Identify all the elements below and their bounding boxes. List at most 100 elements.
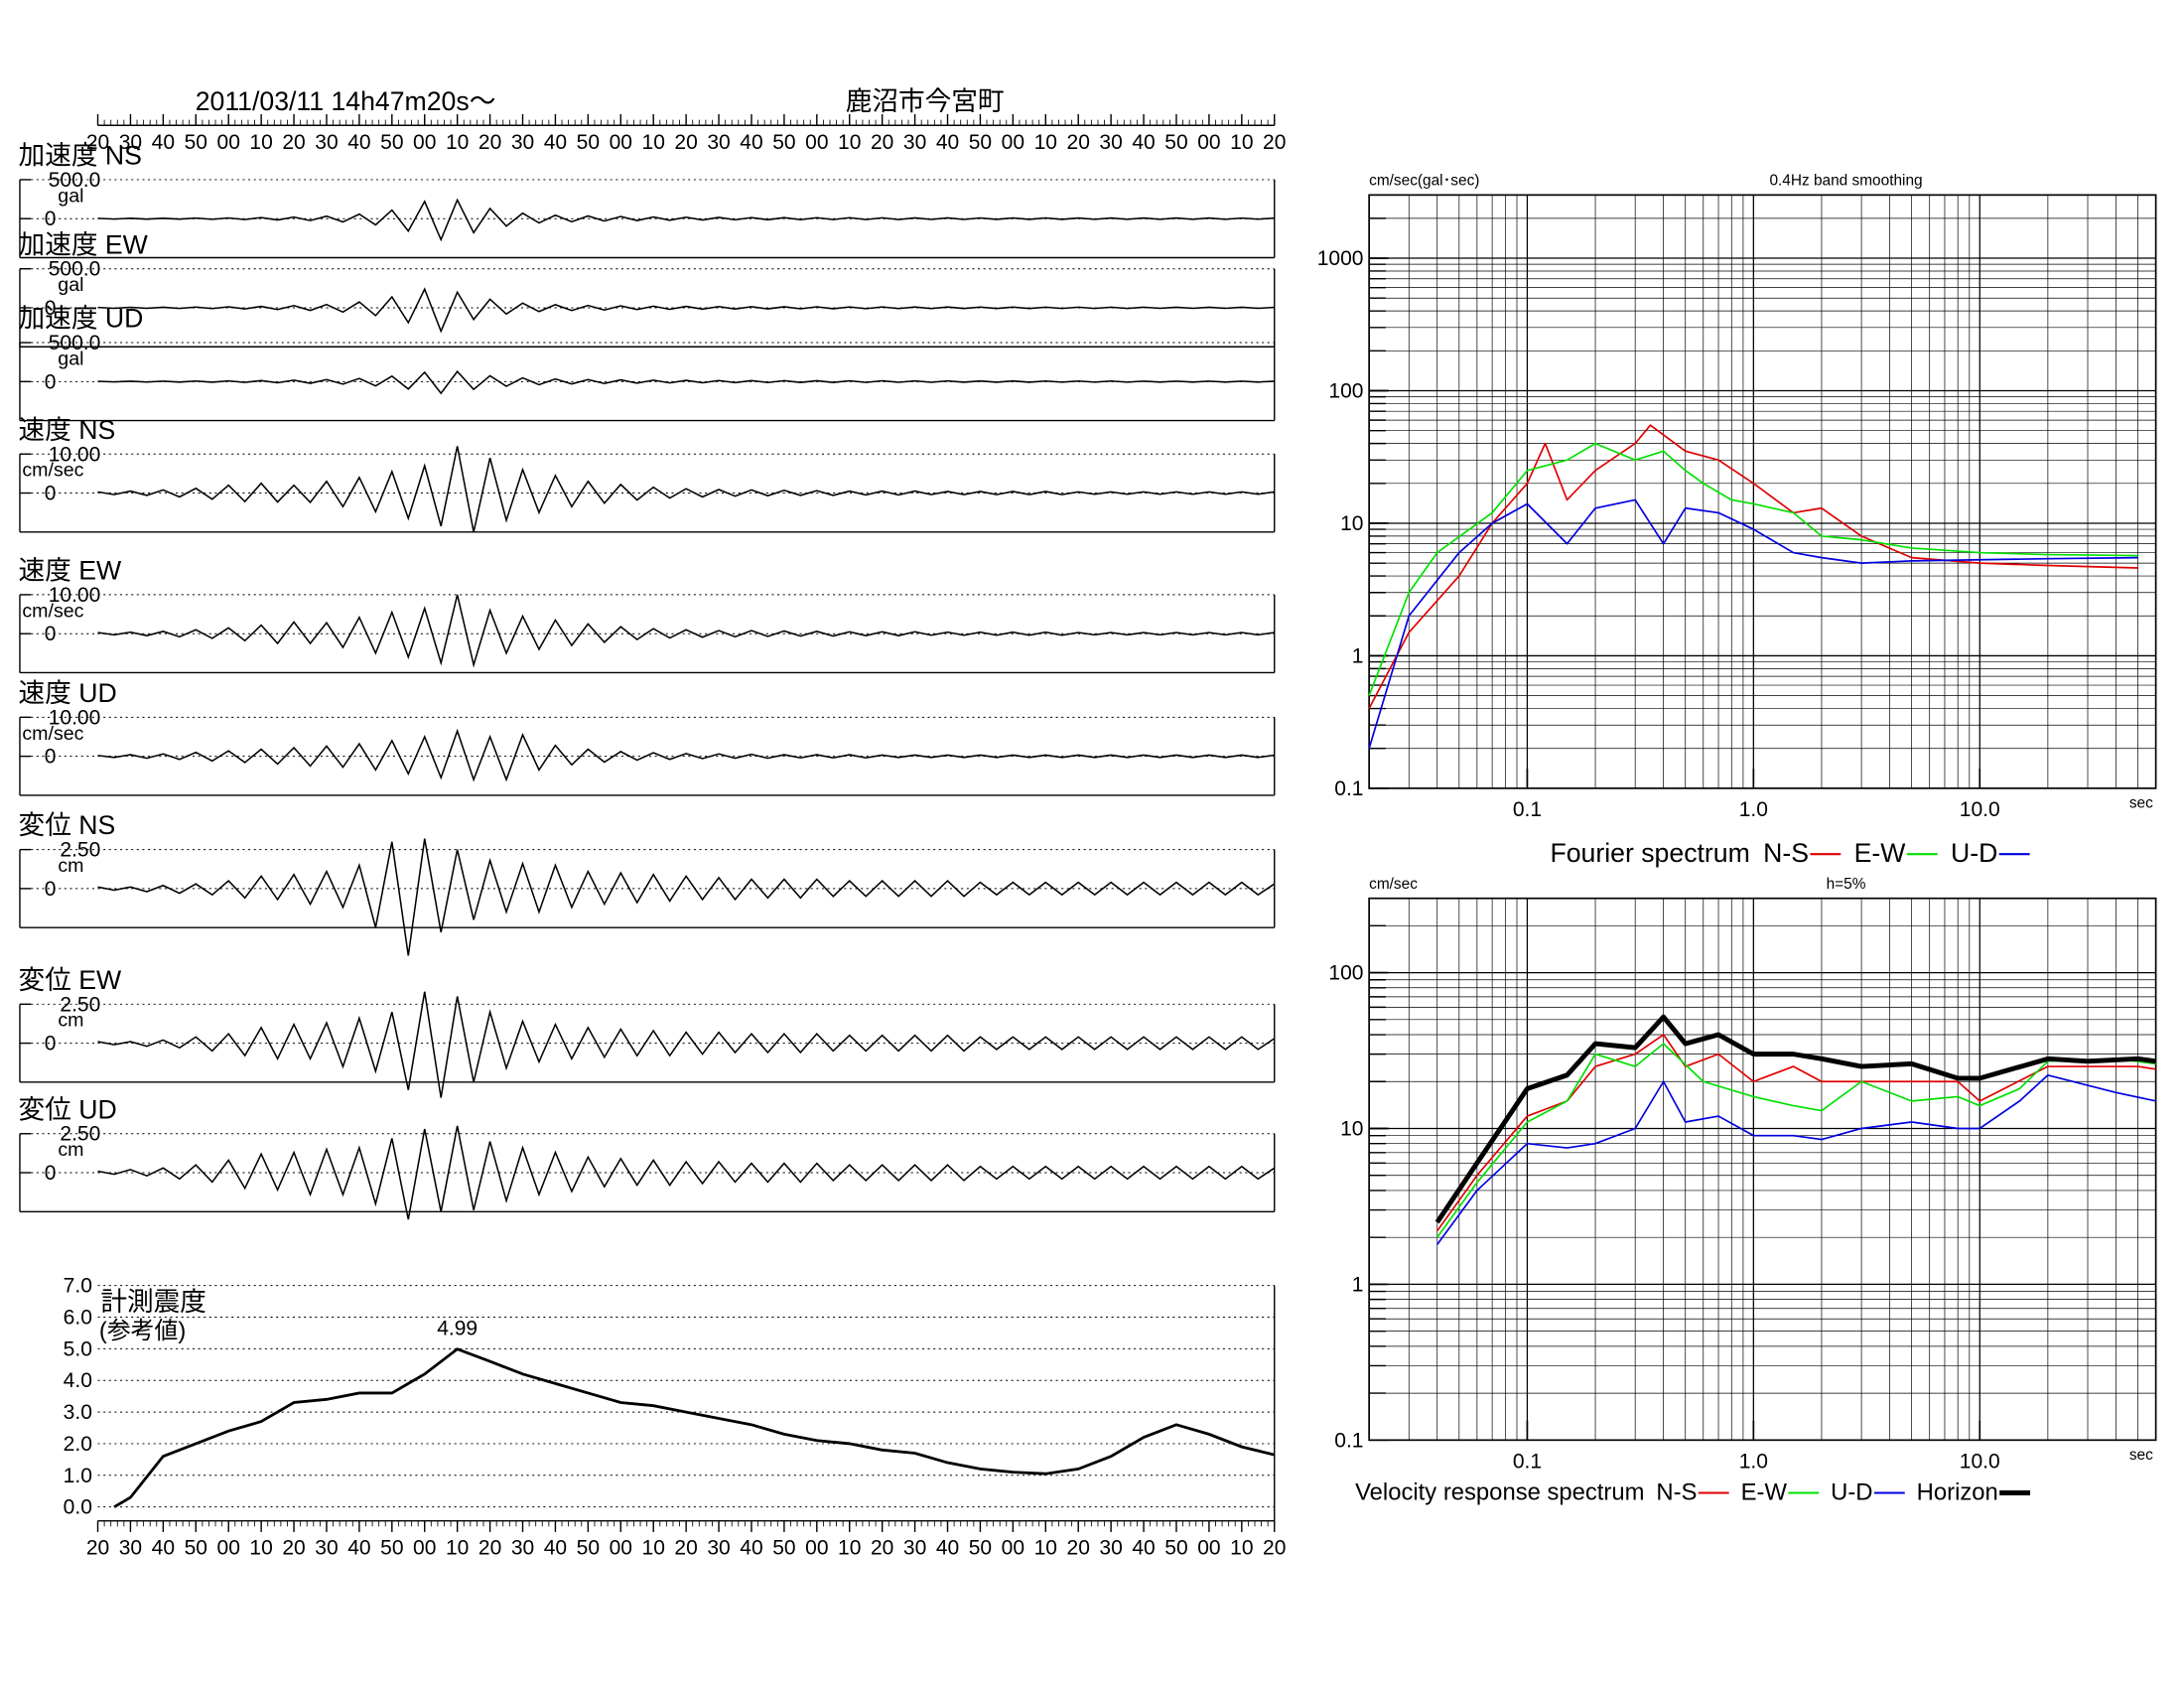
channel-label: 変位 NS xyxy=(19,810,116,840)
x-tick-label: 1.0 xyxy=(1739,798,1768,821)
time-tick-label: 40 xyxy=(740,131,762,154)
waveform xyxy=(97,1125,1276,1220)
panel-tick-label: 0 xyxy=(45,1162,57,1185)
channel-label: 変位 EW xyxy=(19,965,122,995)
channel-label: 加速度 UD xyxy=(19,304,144,334)
x-tick-label: 0.1 xyxy=(1513,1450,1542,1473)
unit-label: cm/sec xyxy=(22,600,83,622)
panel-tick-label: 0 xyxy=(45,1033,57,1055)
time-tick-label: 30 xyxy=(511,1536,534,1559)
chart-subtitle: 0.4Hz band smoothing xyxy=(1769,173,1922,190)
spectrum-line xyxy=(1434,1014,2156,1224)
time-tick-label: 50 xyxy=(969,1536,992,1559)
time-tick-label: 50 xyxy=(380,1536,403,1559)
time-tick-label: 30 xyxy=(119,131,142,154)
y-tick-label: 0.1 xyxy=(1334,777,1363,800)
time-tick-label: 10 xyxy=(838,1536,861,1559)
channel-label: 変位 UD xyxy=(19,1094,117,1124)
time-tick-label: 40 xyxy=(152,1536,175,1559)
y-tick-label: 1000 xyxy=(1317,247,1364,270)
waveform xyxy=(97,728,1275,782)
panel-tick-label: 0 xyxy=(45,483,57,505)
time-tick-label: 20 xyxy=(86,131,109,154)
time-tick-label: 00 xyxy=(610,131,632,154)
panel-tick-label: 2.50 xyxy=(60,993,100,1016)
intensity-tick-label: 6.0 xyxy=(64,1307,92,1330)
time-tick-label: 50 xyxy=(185,131,207,154)
unit-label: gal xyxy=(58,348,83,369)
intensity-tick-label: 2.0 xyxy=(64,1433,92,1456)
time-tick-label: 10 xyxy=(1034,131,1057,154)
legend-label: E-W xyxy=(1854,838,1907,868)
time-tick-label: 30 xyxy=(903,131,926,154)
legend-title: Velocity response spectrum xyxy=(1355,1479,1644,1506)
x-tick-label: 0.1 xyxy=(1513,798,1542,821)
waveform xyxy=(97,991,1276,1098)
time-tick-label: 00 xyxy=(1197,131,1220,154)
channel-label: 加速度 NS xyxy=(19,141,142,171)
panel-tick-label: 500.0 xyxy=(49,169,101,192)
time-tick-label: 10 xyxy=(1230,1536,1253,1559)
time-tick-label: 30 xyxy=(903,1536,926,1559)
time-tick-label: 20 xyxy=(1067,1536,1090,1559)
time-tick-label: 20 xyxy=(871,1536,893,1559)
waveform xyxy=(97,838,1276,956)
time-tick-label: 10 xyxy=(249,131,272,154)
time-tick-label: 50 xyxy=(380,131,403,154)
time-tick-label: 20 xyxy=(674,131,697,154)
time-tick-label: 50 xyxy=(1164,131,1187,154)
waveform xyxy=(97,446,1275,532)
time-tick-label: 20 xyxy=(478,1536,501,1559)
y-tick-label: 1 xyxy=(1352,644,1364,667)
time-tick-label: 40 xyxy=(544,1536,567,1559)
legend-title: Fourier spectrum xyxy=(1550,838,1749,868)
spectrum-line xyxy=(1436,1043,2156,1238)
time-tick-label: 50 xyxy=(185,1536,207,1559)
unit-label: cm xyxy=(58,855,83,877)
time-tick-label: 20 xyxy=(86,1536,109,1559)
time-tick-label: 20 xyxy=(674,1536,697,1559)
panel-tick-label: 2.50 xyxy=(60,839,100,862)
legend-label: U-D xyxy=(1831,1479,1872,1506)
time-tick-label: 30 xyxy=(707,131,730,154)
intensity-tick-label: 1.0 xyxy=(64,1465,92,1487)
panel-tick-label: 10.00 xyxy=(49,706,101,729)
time-tick-label: 10 xyxy=(838,131,861,154)
y-axis-unit: cm/sec xyxy=(1369,876,1418,893)
time-tick-label: 30 xyxy=(511,131,534,154)
time-tick-label: 50 xyxy=(772,131,795,154)
unit-label: cm/sec xyxy=(22,723,83,745)
intensity-line xyxy=(113,1347,1276,1508)
spectrum-line xyxy=(1368,424,2138,709)
unit-label: gal xyxy=(58,274,83,296)
panel-tick-label: 0 xyxy=(45,297,57,320)
plot-frame xyxy=(1368,897,2157,1442)
x-axis-unit: sec xyxy=(2129,795,2153,812)
intensity-subtitle: (参考値) xyxy=(99,1318,186,1344)
intensity-tick-label: 5.0 xyxy=(64,1337,92,1360)
time-tick-label: 40 xyxy=(347,1536,370,1559)
panel-tick-label: 0 xyxy=(45,746,57,769)
time-tick-label: 50 xyxy=(1164,1536,1187,1559)
time-tick-label: 20 xyxy=(1067,131,1090,154)
legend-label: E-W xyxy=(1741,1479,1788,1506)
channel-label: 速度 UD xyxy=(19,678,117,708)
time-tick-label: 20 xyxy=(478,131,501,154)
time-tick-label: 00 xyxy=(413,1536,436,1559)
time-tick-label: 30 xyxy=(1099,131,1122,154)
y-axis-unit: cm/sec(gal･sec) xyxy=(1369,173,1479,190)
y-tick-label: 100 xyxy=(1328,962,1363,985)
panel-tick-label: 10.00 xyxy=(49,443,101,466)
time-tick-label: 50 xyxy=(969,131,992,154)
time-tick-label: 50 xyxy=(577,131,600,154)
panel-tick-label: 0 xyxy=(45,623,57,645)
plot-frame xyxy=(1368,194,2157,789)
y-tick-label: 10 xyxy=(1340,1118,1363,1141)
time-tick-label: 30 xyxy=(119,1536,142,1559)
legend-label: U-D xyxy=(1951,838,1997,868)
legend-label: N-S xyxy=(1656,1479,1697,1506)
time-tick-label: 10 xyxy=(446,131,469,154)
x-axis-unit: sec xyxy=(2129,1447,2153,1464)
time-tick-label: 00 xyxy=(1002,1536,1024,1559)
